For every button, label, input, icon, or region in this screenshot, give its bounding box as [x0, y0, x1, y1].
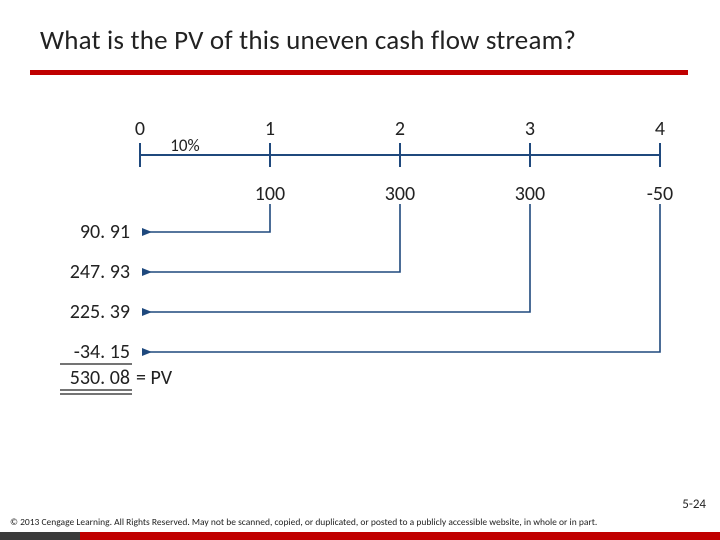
cashflow-diagram: 0 1 100 2 300 3 300 4 -50 10% 90. 91 247. 93 225. 39…	[0, 100, 720, 420]
title-underline	[30, 70, 688, 75]
pv-value: -34. 15	[74, 340, 130, 364]
slide-number: 5-24	[682, 497, 706, 512]
cashflow-label: 100	[255, 182, 285, 206]
cashflow-label: 300	[385, 182, 415, 206]
rate-label: 10%	[170, 135, 199, 156]
footer-bar	[0, 532, 720, 540]
period-label: 0	[135, 117, 145, 141]
pv-arrow	[150, 204, 400, 272]
pv-value: 90. 91	[80, 220, 130, 244]
period-label: 1	[265, 117, 275, 141]
footer-bar-dark	[0, 532, 80, 540]
pv-value: 225. 39	[70, 300, 130, 324]
pv-total-value: 530. 08	[70, 366, 130, 390]
cashflow-label: -50	[647, 182, 673, 206]
pv-arrow	[150, 204, 530, 312]
copyright-text: © 2013 Cengage Learning. All Rights Rese…	[10, 516, 710, 528]
pv-arrow	[150, 204, 660, 352]
period-label: 4	[655, 117, 665, 141]
cashflow-label: 300	[515, 182, 545, 206]
period-label: 3	[525, 117, 535, 141]
slide-title: What is the PV of this uneven cash flow …	[40, 24, 576, 57]
pv-total-suffix: = PV	[136, 366, 173, 390]
pv-value: 247. 93	[70, 260, 130, 284]
pv-arrow	[150, 204, 270, 232]
period-label: 2	[395, 117, 405, 141]
